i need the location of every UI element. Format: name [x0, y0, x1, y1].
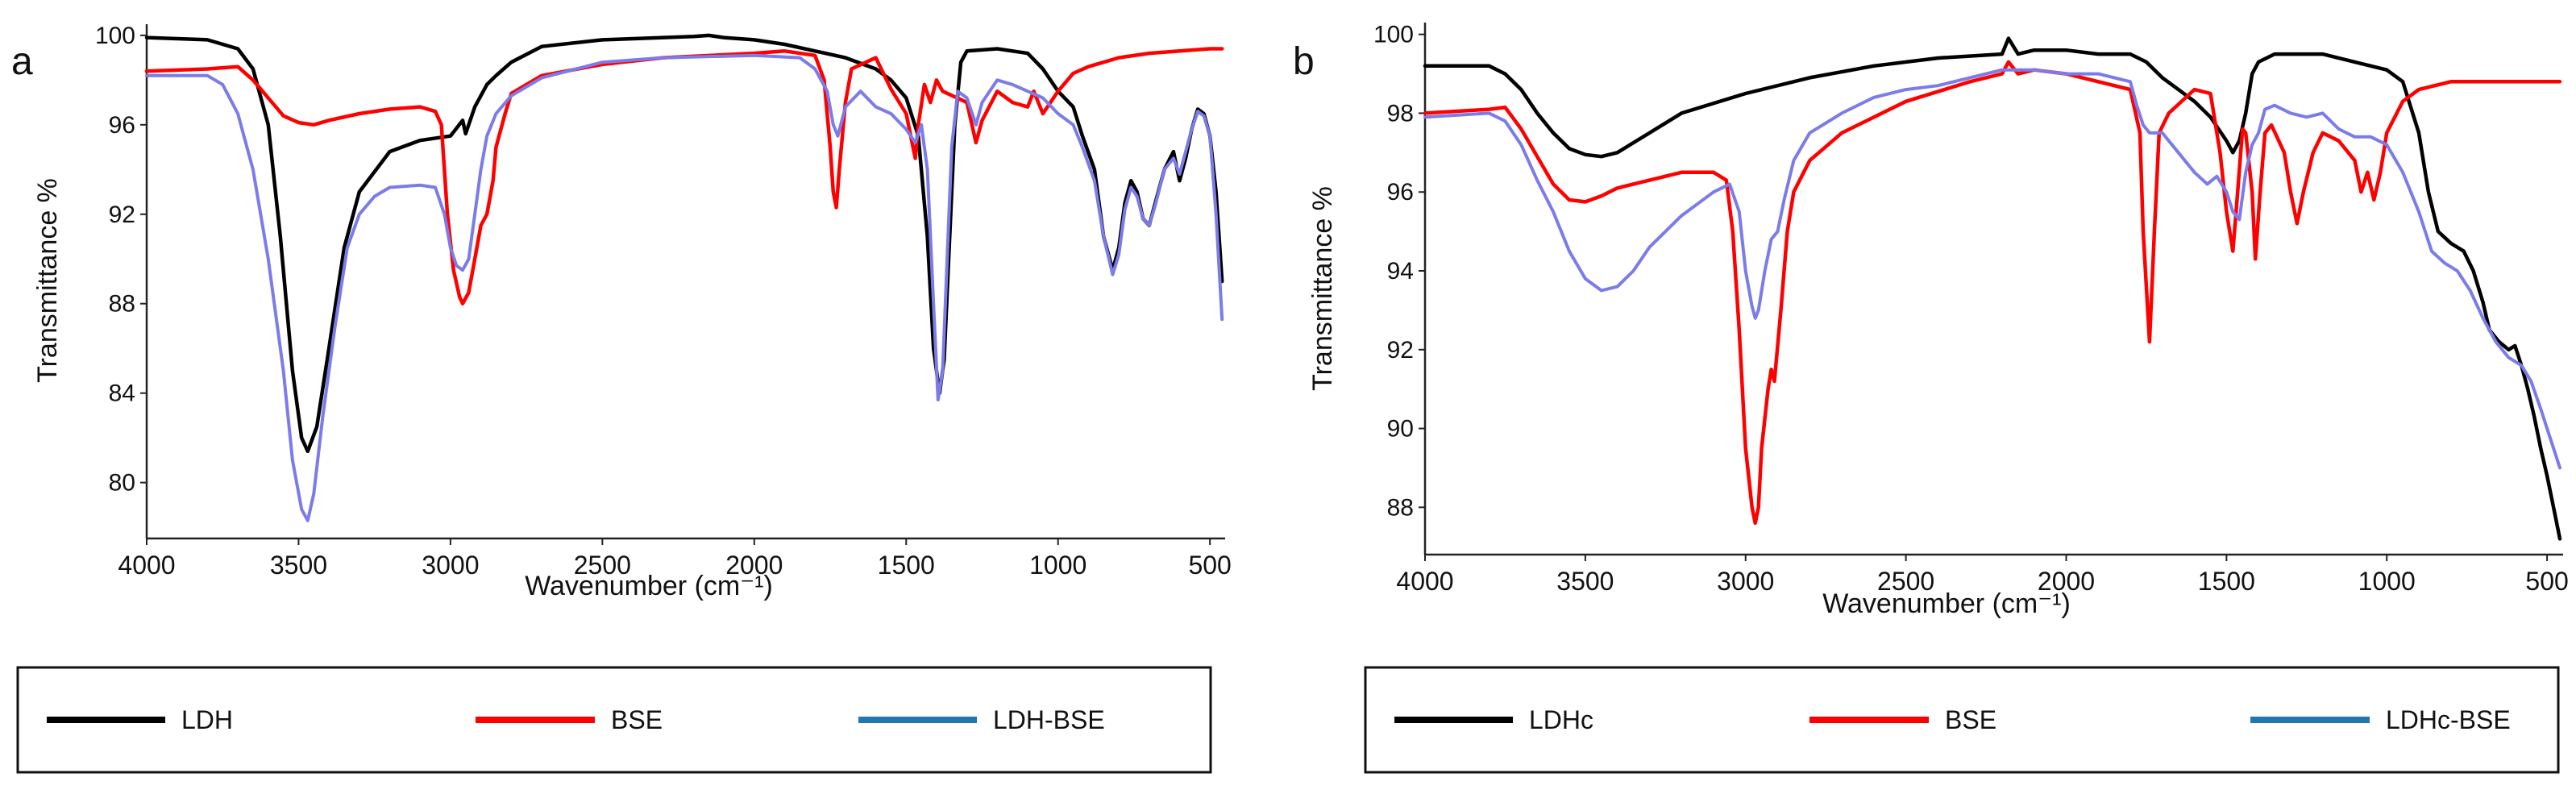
- panel-b-legend-label-2: LDHc-BSE: [2386, 705, 2511, 734]
- panel-a-legend-box: [16, 666, 1212, 774]
- panel-b-y-ticks: 100 98 96 94 92 90 88: [1373, 22, 1425, 521]
- panel-a-x-tick-label-0: 4000: [118, 551, 175, 580]
- panel-b-y-tick-label-6: 88: [1387, 494, 1414, 521]
- panel-b-legend: LDHc BSE LDHc-BSE: [1364, 666, 2560, 774]
- panel-b-legend-label-0: LDHc: [1529, 705, 1593, 734]
- panel-a-y-axis-label: Transmittance %: [32, 178, 63, 383]
- panel-a-x-axis-label: Wavenumber (cm⁻¹): [525, 571, 773, 601]
- panel-a-x-tick-label-7: 500: [1188, 551, 1231, 580]
- panel-b-legend-label-1: BSE: [1945, 705, 1996, 734]
- panel-a-x-ticks: 4000 3500 3000 2500 2000 1500 1000 500: [118, 538, 1232, 580]
- panel-b-y-tick-label-1: 98: [1387, 100, 1414, 127]
- panel-b-letter: b: [1293, 40, 1315, 83]
- panel-a-letter: a: [11, 40, 33, 83]
- panel-a-x-tick-label-2: 3000: [422, 551, 479, 580]
- panel-a-y-tick-label-2: 92: [109, 202, 135, 228]
- panel-a-x-tick-label-3: 2500: [574, 551, 631, 580]
- panel-b-x-tick-label-2: 3000: [1717, 567, 1774, 596]
- panel-b-y-tick-label-4: 92: [1387, 337, 1414, 364]
- panel-a-legend-label-1: BSE: [611, 705, 663, 734]
- panel-a-legend: LDH BSE LDH-BSE: [16, 666, 1212, 774]
- panel-a-y-tick-label-5: 80: [109, 470, 135, 497]
- panel-b-x-tick-label-0: 4000: [1396, 567, 1453, 596]
- panel-a-series-ldh: [144, 33, 1224, 454]
- panel-b-y-axis-label: Transmittance %: [1307, 186, 1338, 391]
- panel-b-y-tick-label-5: 90: [1387, 416, 1414, 443]
- panel-b-series-bse: [1423, 60, 2562, 526]
- panel-a-x-tick-label-5: 1500: [878, 551, 935, 580]
- panel-b-series-ldhc: [1423, 36, 2562, 541]
- panel-b-series: [1423, 36, 2562, 541]
- panel-a-y-tick-label-4: 84: [109, 380, 135, 407]
- panel-b-x-ticks: 4000 3500 3000 2500 2000 1500 1000 500: [1396, 555, 2569, 596]
- panel-b-x-tick-label-3: 2500: [1877, 567, 1934, 596]
- panel-b-x-tick-label-6: 1000: [2358, 567, 2416, 596]
- panel-a-y-tick-label-3: 88: [109, 291, 135, 318]
- panel-b-x-tick-label-5: 1500: [2198, 567, 2255, 596]
- panel-b: b 100 98 96 94 92 90 88 4000 3500 3000 2500 2000 15…: [1293, 22, 2569, 774]
- panel-a-x-tick-label-6: 1000: [1029, 551, 1086, 580]
- panel-b-x-tick-label-7: 500: [2525, 567, 2568, 596]
- panel-b-series-ldhc-bse: [1423, 68, 2561, 470]
- panel-a-x-tick-label-4: 2000: [725, 551, 783, 580]
- panel-b-y-tick-label-0: 100: [1373, 22, 1414, 48]
- panel-b-y-tick-label-2: 96: [1387, 179, 1414, 206]
- panel-a-series-ldh-bse: [145, 53, 1224, 522]
- panel-a-series-bse: [144, 47, 1224, 306]
- panel-a-y-tick-label-1: 96: [109, 112, 135, 139]
- panel-a-y-tick-label-0: 100: [95, 23, 135, 49]
- panel-b-x-tick-label-4: 2000: [2038, 567, 2095, 596]
- panel-a-legend-label-2: LDH-BSE: [993, 705, 1105, 734]
- panel-a: a 100 96 92 88 84 80 4000 3500 3000 2500 2000 1500…: [11, 23, 1232, 774]
- panel-a-legend-label-0: LDH: [181, 705, 233, 734]
- panel-b-y-tick-label-3: 94: [1387, 258, 1414, 285]
- panel-a-series: [144, 33, 1224, 522]
- panel-b-x-tick-label-1: 3500: [1556, 567, 1614, 596]
- panel-b-x-axis-label: Wavenumber (cm⁻¹): [1822, 588, 2071, 619]
- panel-a-x-tick-label-1: 3500: [270, 551, 327, 580]
- panel-a-y-ticks: 100 96 92 88 84 80: [95, 23, 147, 497]
